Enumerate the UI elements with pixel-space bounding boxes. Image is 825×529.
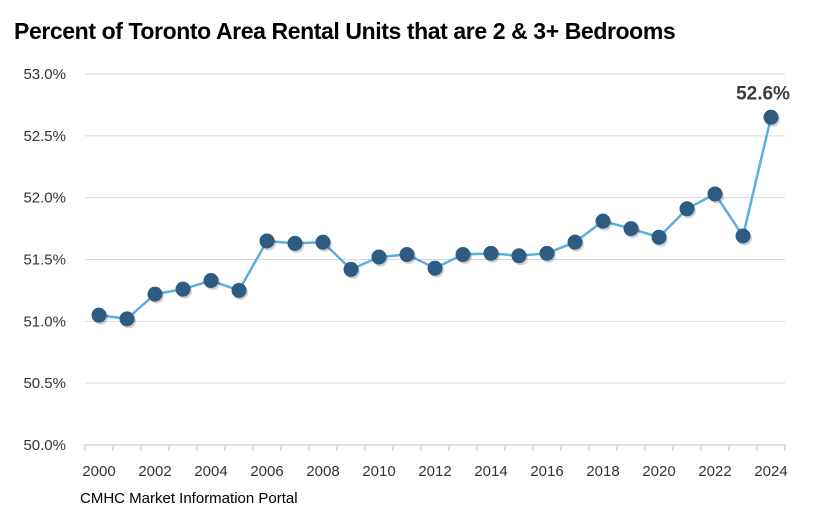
data-point bbox=[427, 260, 443, 276]
data-point bbox=[707, 186, 723, 202]
x-tick-label: 2012 bbox=[418, 463, 451, 480]
data-point bbox=[343, 261, 359, 277]
x-tick-label: 2008 bbox=[306, 463, 339, 480]
grid-lines bbox=[85, 73, 785, 384]
data-point bbox=[511, 248, 527, 264]
data-point bbox=[371, 249, 387, 265]
y-tick-label: 50.0% bbox=[23, 437, 66, 454]
data-point bbox=[595, 213, 611, 229]
data-point bbox=[203, 273, 219, 289]
x-tick-label: 2024 bbox=[754, 463, 787, 480]
data-point bbox=[567, 234, 583, 250]
x-axis bbox=[84, 444, 786, 451]
y-tick-label: 53.0% bbox=[23, 66, 66, 83]
x-tick-label: 2020 bbox=[642, 463, 675, 480]
x-tick-label: 2006 bbox=[250, 463, 283, 480]
series-line bbox=[98, 116, 773, 321]
y-tick-label: 50.5% bbox=[23, 375, 66, 392]
data-annotations: 52.6% bbox=[736, 83, 790, 104]
data-point bbox=[147, 286, 163, 302]
data-point bbox=[735, 228, 751, 244]
x-tick-label: 2018 bbox=[586, 463, 619, 480]
data-point bbox=[623, 221, 639, 237]
data-point bbox=[651, 229, 667, 245]
data-point bbox=[399, 247, 415, 263]
y-tick-label: 52.5% bbox=[23, 128, 66, 145]
y-tick-label: 51.0% bbox=[23, 313, 66, 330]
data-label: 52.6% bbox=[736, 83, 790, 104]
data-point bbox=[539, 245, 555, 261]
series-polyline bbox=[98, 116, 773, 321]
data-point bbox=[315, 234, 331, 250]
x-tick-label: 2014 bbox=[474, 463, 507, 480]
data-markers bbox=[91, 109, 780, 329]
y-tick-label: 51.5% bbox=[23, 252, 66, 269]
data-point bbox=[91, 307, 107, 323]
data-point bbox=[679, 201, 695, 217]
x-tick-label: 2004 bbox=[194, 463, 227, 480]
data-point bbox=[287, 235, 303, 251]
x-tick-label: 2016 bbox=[530, 463, 563, 480]
data-point bbox=[483, 245, 499, 261]
data-point bbox=[763, 109, 779, 125]
chart-title: Percent of Toronto Area Rental Units tha… bbox=[14, 18, 676, 44]
data-point bbox=[455, 247, 471, 263]
data-point bbox=[259, 233, 275, 249]
x-tick-label: 2002 bbox=[138, 463, 171, 480]
x-tick-label: 2000 bbox=[82, 463, 115, 480]
data-point bbox=[175, 281, 191, 297]
y-tick-label: 52.0% bbox=[23, 190, 66, 207]
data-point bbox=[119, 311, 135, 327]
data-point bbox=[231, 282, 247, 298]
source-note: CMHC Market Information Portal bbox=[80, 490, 298, 507]
x-tick-label: 2010 bbox=[362, 463, 395, 480]
x-axis-tick-labels: 2000 2002 2004 2006 2008 2010 2012 2014 2016 2018… bbox=[82, 463, 787, 480]
y-axis-tick-labels: 50.0% 50.5% 51.0% 51.5% 52.0% 52.5% 53.0% bbox=[23, 66, 66, 454]
x-tick-label: 2022 bbox=[698, 463, 731, 480]
